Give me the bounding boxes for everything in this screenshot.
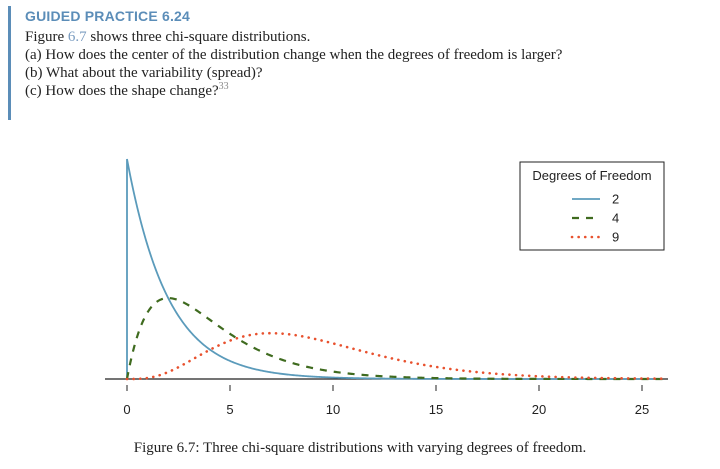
practice-title: GUIDED PRACTICE 6.24	[25, 8, 191, 24]
x-tick-label-0: 0	[123, 402, 130, 417]
x-tick-label-25: 25	[635, 402, 649, 417]
question-a: (a) How does the center of the distribut…	[25, 47, 563, 63]
chi-square-chart: 0 5 10 15 20 25 Degrees of Freedom 2 4 9	[0, 150, 720, 430]
x-tick-label-15: 15	[429, 402, 443, 417]
question-b: (b) What about the variability (spread)?	[25, 65, 263, 81]
legend-title: Degrees of Freedom	[532, 168, 651, 183]
chart-svg: 0 5 10 15 20 25 Degrees of Freedom 2 4 9	[105, 158, 668, 417]
series-line-df-4	[125, 296, 663, 381]
legend-label-9: 9	[612, 230, 619, 245]
guided-practice-box: GUIDED PRACTICE 6.24 Figure 6.7 shows th…	[8, 6, 708, 120]
question-c: (c) How does the shape change?33	[25, 82, 708, 100]
x-tick-label-20: 20	[532, 402, 546, 417]
legend-box	[519, 161, 665, 251]
practice-intro: Figure 6.7 shows three chi-square distri…	[25, 28, 708, 46]
figure-reference-link[interactable]: 6.7	[67, 29, 87, 45]
intro-text-end: shows three chi-square distributions.	[86, 29, 311, 45]
x-tick-label-10: 10	[326, 402, 340, 417]
legend-label-2: 2	[612, 192, 619, 207]
legend-label-4: 4	[612, 211, 619, 226]
figure-caption: Figure 6.7: Three chi-square distributio…	[133, 440, 587, 456]
intro-text: Figure	[25, 29, 68, 45]
footnote-marker[interactable]: 33	[218, 81, 229, 92]
x-tick-label-5: 5	[226, 402, 233, 417]
series-line-df-9	[125, 331, 664, 381]
question-c-text: (c) How does the shape change?	[25, 83, 219, 99]
